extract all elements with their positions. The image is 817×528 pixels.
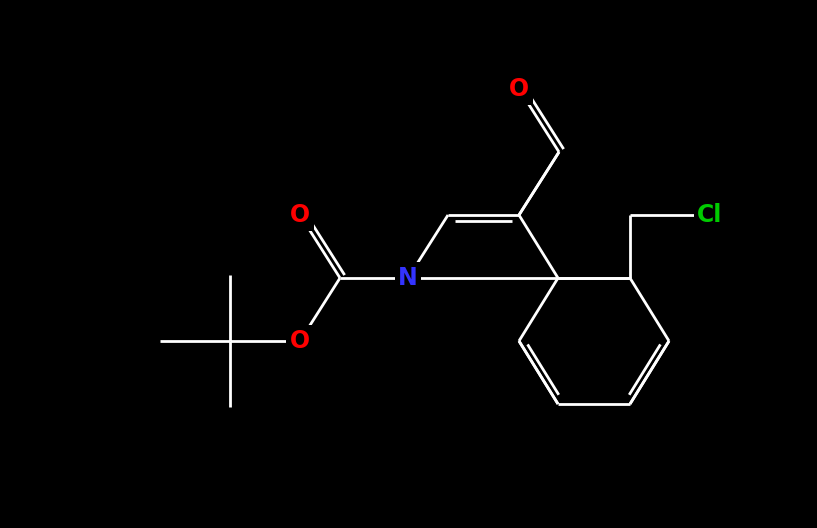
Text: O: O xyxy=(509,77,529,101)
Text: Cl: Cl xyxy=(698,203,723,227)
Text: O: O xyxy=(290,329,310,353)
Text: O: O xyxy=(290,203,310,227)
Text: N: N xyxy=(398,266,417,290)
